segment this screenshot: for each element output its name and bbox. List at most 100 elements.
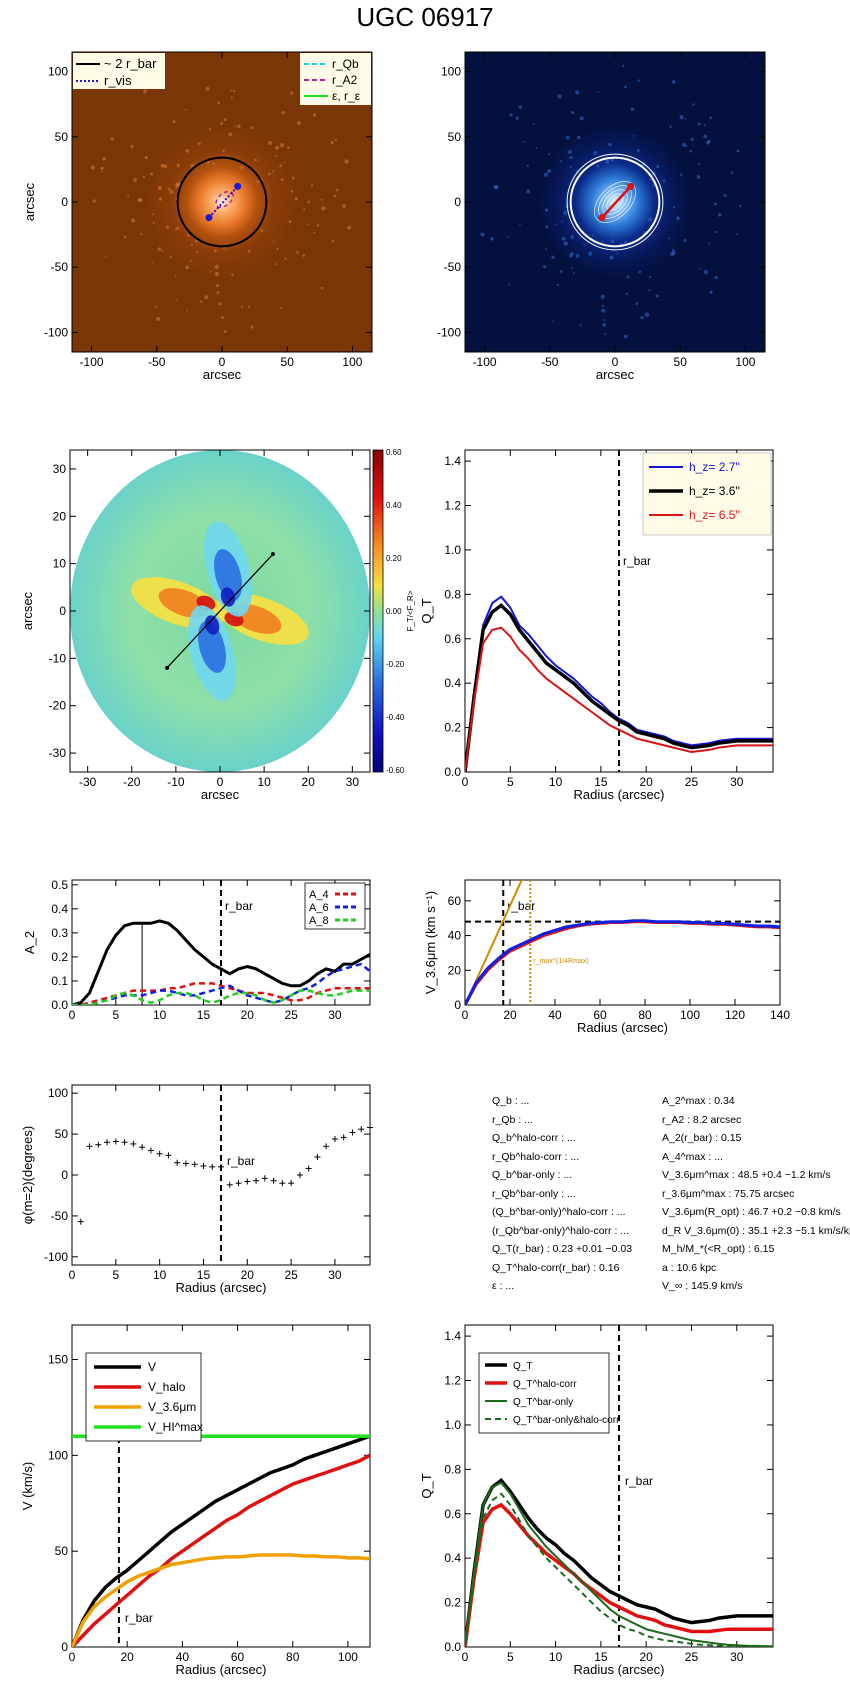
speckle [279, 143, 285, 148]
speckle [543, 265, 547, 269]
speckle [708, 242, 710, 245]
x-tick-label: 80 [286, 1650, 300, 1664]
x-tick-label: 20 [241, 1008, 255, 1022]
speckle [655, 294, 659, 298]
bar-end-point [627, 182, 635, 190]
speckle [656, 165, 660, 169]
data-point [156, 1150, 163, 1157]
speckle [640, 315, 644, 320]
y-tick-label: 0.3 [51, 926, 68, 940]
data-point [305, 1165, 312, 1172]
y-tick-label: -50 [444, 260, 462, 274]
speckle [652, 183, 656, 187]
speckle [535, 146, 538, 149]
y-tick-label: 0.1 [51, 974, 68, 988]
x-tick-label: 80 [638, 1008, 652, 1022]
y-tick-label: -30 [49, 746, 67, 760]
speckle [596, 164, 599, 168]
data-point [77, 1218, 84, 1225]
y-axis-label: A_2 [22, 931, 37, 954]
y-axis-label: V (km/s) [20, 1462, 35, 1510]
y-tick-label: -100 [437, 325, 461, 339]
speckle [547, 153, 550, 156]
force-lobe [220, 587, 236, 607]
speckle [624, 85, 627, 89]
colorbar-tick-label: -0.20 [386, 660, 405, 669]
speckle [679, 173, 683, 176]
x-tick-label: 40 [548, 1008, 562, 1022]
y-tick-label: 0 [61, 195, 68, 209]
data-point [314, 1154, 321, 1160]
speckle [519, 223, 521, 226]
x-tick-label: 10 [549, 1650, 563, 1664]
data-point [349, 1129, 356, 1136]
speckle [100, 166, 104, 170]
speckle [321, 206, 326, 211]
speckle [543, 172, 549, 177]
legend: Q_T Q_T^halo-corr Q_T^bar-only Q_T^bar-only… [478, 1352, 620, 1434]
page-title: UGC 06917 [356, 2, 494, 32]
speckle [333, 194, 337, 198]
speckle [561, 236, 566, 241]
x-tick-label: 0 [69, 1650, 76, 1664]
legend-label: V_HI^max [148, 1420, 203, 1434]
data-point [139, 1144, 146, 1151]
speckle [190, 243, 194, 247]
legend-label: h_z= 2.7'' [689, 460, 740, 474]
panel-phase-angle: 0 5 10 15 20 25 30 -100 -50 0 50 100 Radius (arcsec)… [20, 1084, 373, 1295]
speckle [230, 96, 233, 99]
speckle [706, 141, 710, 145]
y-tick-label: 0 [454, 998, 461, 1012]
x-tick-label: 100 [338, 1650, 358, 1664]
parameter-row: V_3.6μm^max : 48.5 +0.4 −1.2 km/s [662, 1169, 831, 1181]
speckle [588, 251, 593, 256]
speckle [480, 232, 485, 237]
colorbar-tick-label: -0.60 [386, 766, 405, 775]
y-tick-label: 60 [448, 894, 462, 908]
legend-label: A_6 [309, 902, 329, 914]
speckle [185, 265, 189, 270]
data-point [121, 1139, 128, 1146]
data-point [340, 1134, 347, 1141]
speckle [220, 122, 224, 126]
y-tick-label: 100 [48, 1448, 68, 1462]
bar-line [601, 185, 632, 219]
speckle [130, 218, 136, 223]
bar-end-point [234, 182, 242, 190]
speckle [175, 226, 180, 231]
speckle [557, 94, 562, 99]
x-tick-label: -20 [123, 775, 141, 789]
x-axis-label: Radius (arcsec) [573, 787, 664, 802]
colorbar-tick-label: -0.40 [386, 713, 405, 722]
speckle [597, 91, 600, 93]
speckle [210, 270, 212, 273]
y-tick-label: 0.6 [444, 632, 461, 646]
speckle [692, 103, 695, 106]
speckle [130, 144, 134, 149]
x-tick-label: 20 [121, 1650, 135, 1664]
speckle [730, 171, 734, 174]
x-tick-label: 25 [284, 1008, 298, 1022]
x-tick-label: 20 [241, 1268, 255, 1282]
speckle [167, 187, 171, 191]
plot-frame [464, 879, 781, 1006]
speckle [682, 142, 686, 147]
parameter-row: M_h/M_*(<R_opt) : 6.15 [662, 1243, 775, 1255]
legend: h_z= 2.7'' h_z= 3.6'' h_z= 6.5'' [642, 452, 772, 536]
speckle [133, 177, 138, 182]
y-axis-label: arcsec [22, 182, 37, 221]
speckle [214, 271, 220, 277]
panel-qt-corrections: 0 5 10 15 20 25 30 0.0 0.2 0.4 0.6 0.8 1.0 1.2 1.4 Radi… [419, 1324, 774, 1677]
speckle [194, 239, 198, 243]
speckle [290, 190, 294, 193]
y-tick-label: 0.0 [444, 1640, 461, 1654]
speckle [559, 270, 563, 273]
x-tick-label: 30 [346, 775, 360, 789]
speckle [571, 267, 574, 270]
x-axis-label: arcsec [201, 787, 240, 802]
x-tick-label: 0 [69, 1268, 76, 1282]
speckle [506, 236, 509, 238]
speckle [547, 169, 552, 174]
speckle [579, 116, 584, 121]
